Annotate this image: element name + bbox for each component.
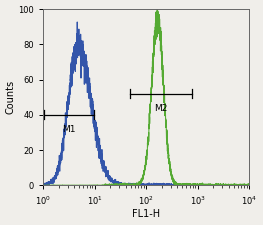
- Text: M1: M1: [62, 125, 76, 134]
- Y-axis label: Counts: Counts: [6, 80, 16, 114]
- X-axis label: FL1-H: FL1-H: [132, 209, 160, 219]
- Text: M2: M2: [154, 104, 167, 113]
